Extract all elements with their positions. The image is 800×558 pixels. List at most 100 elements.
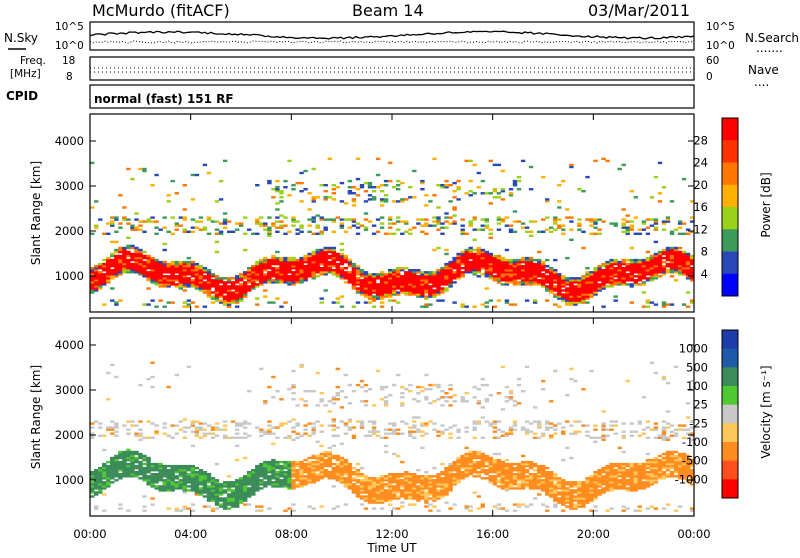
heatmap-cell	[235, 222, 239, 224]
heatmap-cell	[396, 220, 400, 222]
heatmap-cell	[670, 265, 674, 267]
heatmap-cell	[662, 301, 666, 303]
heatmap-cell	[469, 505, 473, 507]
heatmap-cell	[235, 295, 239, 297]
heatmap-cell	[320, 271, 324, 273]
heatmap-cell	[142, 303, 146, 305]
heatmap-cell	[372, 225, 376, 227]
heatmap-cell	[686, 271, 690, 273]
heatmap-cell	[400, 475, 404, 477]
heatmap-cell	[142, 475, 146, 477]
heatmap-cell	[380, 216, 384, 218]
heatmap-cell	[207, 295, 211, 297]
heatmap-cell	[626, 380, 630, 382]
heatmap-cell	[352, 218, 356, 220]
heatmap-cell	[299, 485, 303, 487]
heatmap-cell	[638, 259, 642, 261]
heatmap-cell	[561, 499, 565, 501]
heatmap-cell	[316, 265, 320, 267]
heatmap-cell	[605, 285, 609, 287]
heatmap-cell	[295, 469, 299, 471]
heatmap-cell	[444, 392, 448, 394]
heatmap-cell	[171, 469, 175, 471]
heatmap-cell	[493, 257, 497, 259]
heatmap-cell	[448, 437, 452, 439]
heatmap-cell	[138, 265, 142, 267]
heatmap-cell	[283, 471, 287, 473]
heatmap-cell	[461, 267, 465, 269]
heatmap-cell	[279, 469, 283, 471]
heatmap-cell	[469, 247, 473, 249]
heatmap-cell	[360, 485, 364, 487]
heatmap-cell	[477, 257, 481, 259]
heatmap-cell	[118, 503, 122, 505]
heatmap-cell	[372, 507, 376, 509]
heatmap-cell	[497, 437, 501, 439]
heatmap-cell	[537, 475, 541, 477]
heatmap-cell	[658, 192, 662, 194]
heatmap-cell	[307, 208, 311, 210]
heatmap-cell	[336, 392, 340, 394]
heatmap-cell	[493, 453, 497, 455]
heatmap-cell	[142, 265, 146, 267]
heatmap-cell	[682, 233, 686, 235]
heatmap-cell	[211, 301, 215, 303]
heatmap-cell	[219, 180, 223, 182]
heatmap-cell	[219, 503, 223, 505]
heatmap-cell	[593, 491, 597, 493]
heatmap-cell	[283, 422, 287, 424]
heatmap-cell	[106, 372, 110, 374]
heatmap-cell	[650, 196, 654, 198]
heatmap-cell	[589, 287, 593, 289]
heatmap-cell	[247, 267, 251, 269]
heatmap-cell	[465, 233, 469, 235]
heatmap-cell	[614, 225, 618, 227]
heatmap-cell	[384, 437, 388, 439]
heatmap-cell	[469, 271, 473, 273]
heatmap-cell	[501, 475, 505, 477]
heatmap-cell	[489, 459, 493, 461]
heatmap-cell	[259, 429, 263, 431]
heatmap-cell	[626, 263, 630, 265]
heatmap-cell	[332, 435, 336, 437]
heatmap-cell	[376, 435, 380, 437]
heatmap-cell	[650, 271, 654, 273]
heatmap-cell	[553, 295, 557, 297]
heatmap-cell	[90, 422, 94, 424]
heatmap-cell	[682, 178, 686, 180]
heatmap-cell	[271, 301, 275, 303]
heatmap-cell	[332, 271, 336, 273]
heatmap-cell	[541, 218, 545, 220]
heatmap-cell	[142, 220, 146, 222]
heatmap-cell	[320, 445, 324, 447]
heatmap-cell	[360, 400, 364, 402]
heatmap-cell	[577, 499, 581, 501]
heatmap-cell	[187, 257, 191, 259]
heatmap-cell	[412, 431, 416, 433]
heatmap-cell	[90, 281, 94, 283]
heatmap-cell	[465, 192, 469, 194]
heatmap-cell	[589, 295, 593, 297]
heatmap-cell	[106, 485, 110, 487]
heatmap-cell	[408, 491, 412, 493]
heatmap-cell	[138, 429, 142, 431]
heatmap-cell	[493, 437, 497, 439]
heatmap-cell	[553, 259, 557, 261]
heatmap-cell	[283, 265, 287, 267]
heatmap-cell	[646, 277, 650, 279]
heatmap-cell	[364, 404, 368, 406]
heatmap-cell	[622, 218, 626, 220]
heatmap-cell	[525, 265, 529, 267]
heatmap-cell	[469, 194, 473, 196]
heatmap-cell	[509, 188, 513, 190]
heatmap-cell	[332, 265, 336, 267]
heatmap-cell	[658, 162, 662, 164]
heatmap-cell	[207, 269, 211, 271]
heatmap-cell	[545, 287, 549, 289]
heatmap-cell	[211, 485, 215, 487]
colorbar-tick-label: 16	[693, 200, 708, 214]
heatmap-cell	[223, 424, 227, 426]
heatmap-cell	[630, 475, 634, 477]
heatmap-cell	[493, 431, 497, 433]
heatmap-cell	[368, 491, 372, 493]
